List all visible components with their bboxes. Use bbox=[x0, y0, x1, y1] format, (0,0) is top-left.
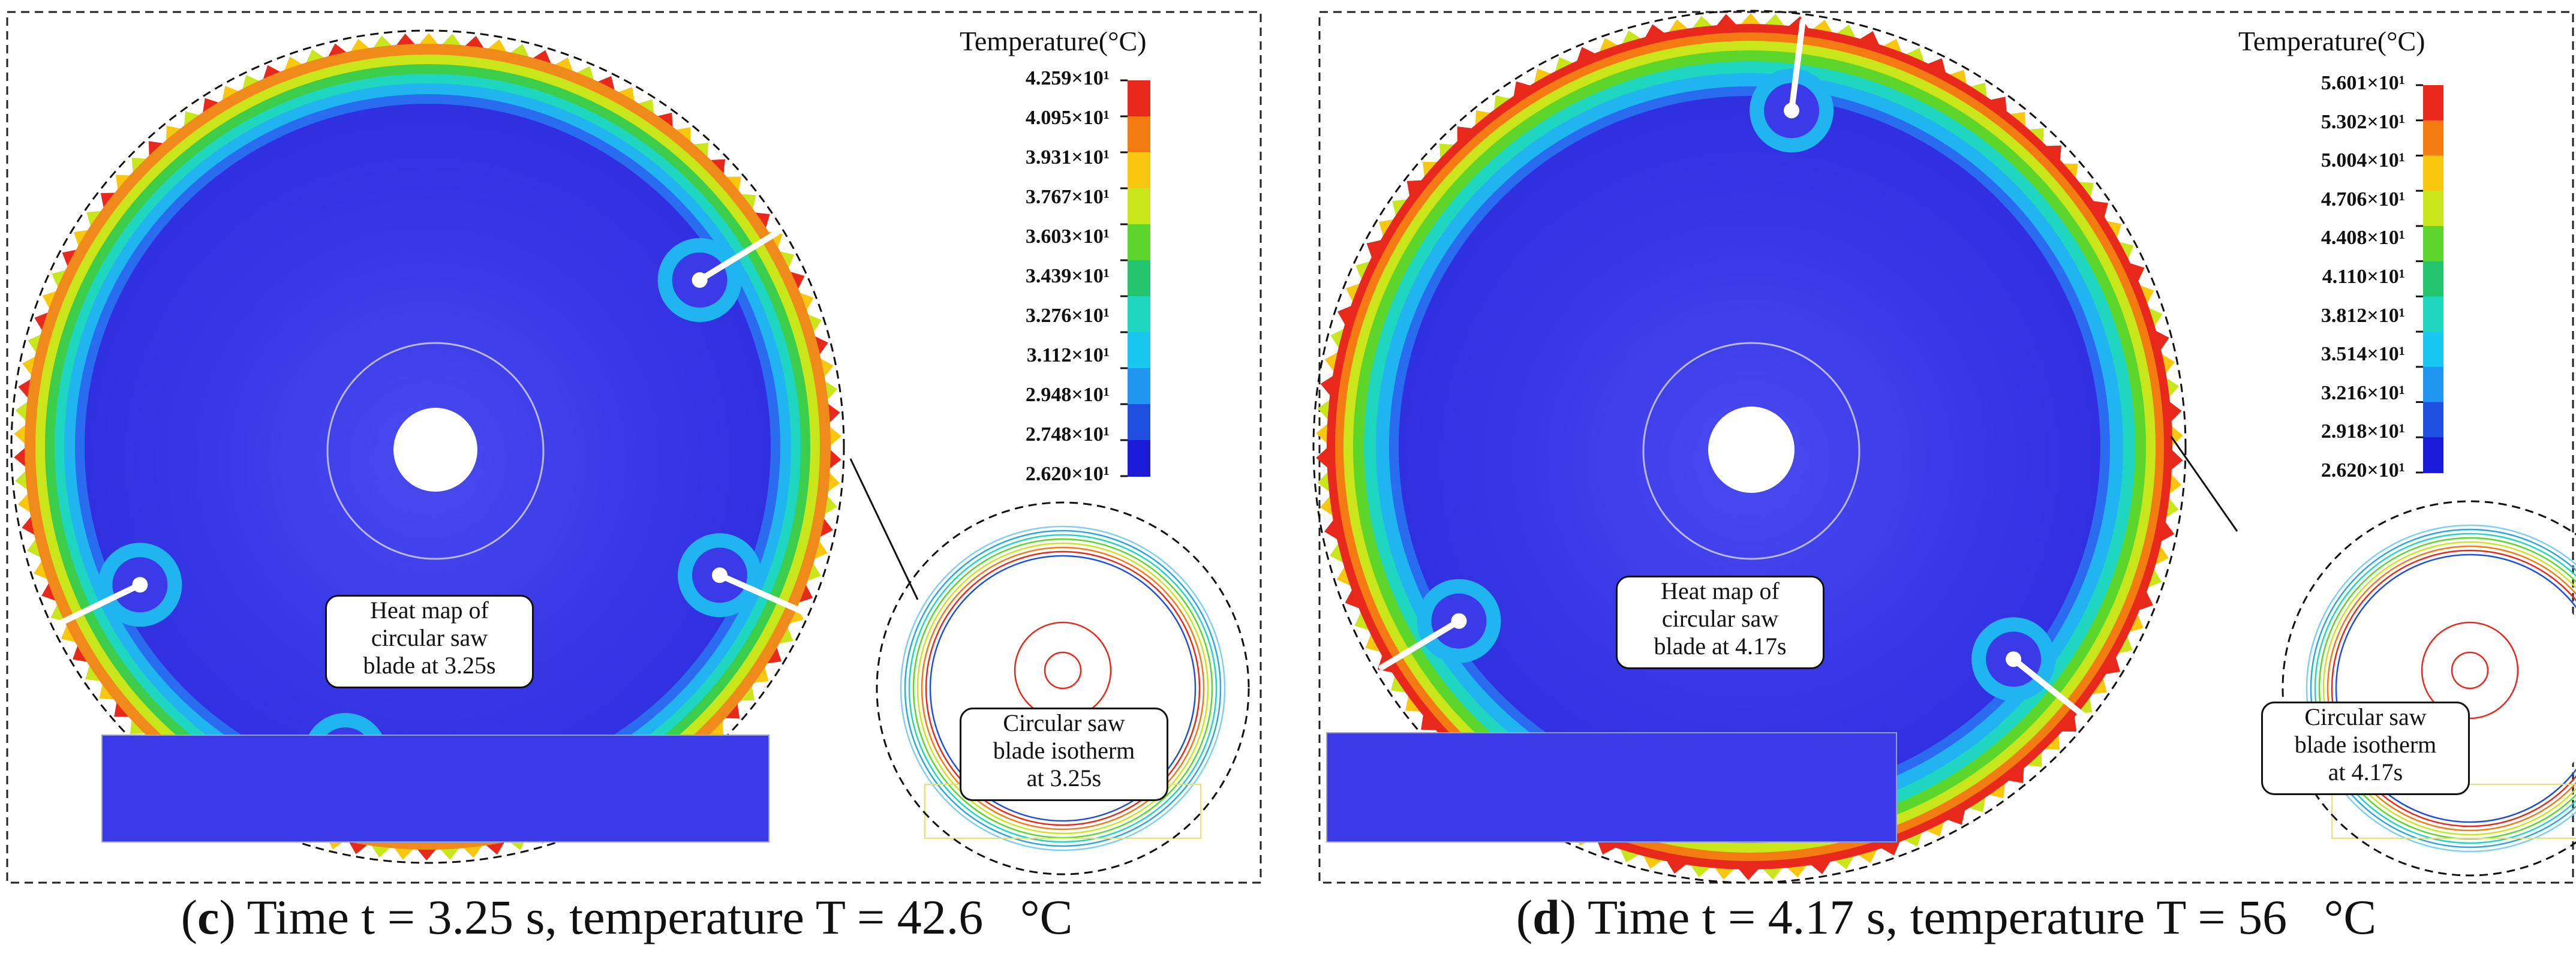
isotherm-c-6 bbox=[925, 550, 1201, 826]
isotherm-c-0 bbox=[900, 525, 1226, 851]
heatmap-label-c: Heat map of circular saw blade at 3.25s bbox=[325, 595, 534, 688]
isotherm-workpiece-d bbox=[2331, 784, 2576, 839]
expansion-slot-c-3 bbox=[696, 230, 780, 283]
legend-tick-c-2: 3.931×10¹ bbox=[1025, 146, 1110, 168]
legend-swatch-d-9 bbox=[2423, 402, 2443, 438]
isotherm-d-4 bbox=[2322, 541, 2576, 836]
blade-outline-d bbox=[1312, 10, 2187, 884]
legend-title-c: Temperature(°C) bbox=[960, 26, 1147, 56]
isotherm-label-c: Circular saw blade isotherm at 3.25s bbox=[960, 708, 1168, 801]
legend-tick-c-1: 4.095×10¹ bbox=[1025, 107, 1110, 129]
legend-tick-d-9: 2.918×10¹ bbox=[2320, 420, 2405, 443]
legend-tick-d-0: 5.601×10¹ bbox=[2320, 72, 2405, 94]
legend-swatch-d-1 bbox=[2423, 120, 2443, 157]
inset-connector-d bbox=[2170, 436, 2238, 532]
isotherm-c-7 bbox=[929, 555, 1197, 822]
legend-tick-c-9: 2.748×10¹ bbox=[1025, 423, 1110, 446]
arbor-hole-c bbox=[393, 408, 477, 492]
caption-d: (d) Time t = 4.17 s, temperature T = 56 … bbox=[1516, 890, 2377, 944]
isotherm-c-1 bbox=[904, 529, 1222, 847]
isotherm-c-2 bbox=[908, 534, 1218, 843]
blade-outline-c bbox=[10, 29, 845, 864]
legend-tick-d-2: 5.004×10¹ bbox=[2320, 149, 2405, 172]
inset-connector-c bbox=[849, 458, 919, 600]
legend-tick-c-6: 3.276×10¹ bbox=[1025, 305, 1110, 327]
panel-frame-c bbox=[6, 11, 1262, 884]
arbor-hole-d bbox=[1708, 407, 1795, 493]
legend-tick-c-3: 3.767×10¹ bbox=[1025, 186, 1110, 208]
isotherm-d-0 bbox=[2306, 524, 2576, 853]
legend-tick-c-5: 3.439×10¹ bbox=[1025, 265, 1110, 287]
legend-tick-d-3: 4.706×10¹ bbox=[2320, 188, 2405, 210]
isotherm-d-5 bbox=[2326, 545, 2576, 832]
caption-c: (c) Time t = 3.25 s, temperature T = 42.… bbox=[181, 890, 1073, 944]
legend-swatch-c-1 bbox=[1128, 116, 1150, 153]
legend-swatch-d-6 bbox=[2423, 296, 2443, 333]
legend-tick-d-6: 3.812×10¹ bbox=[2320, 304, 2405, 327]
heatmap-label-d: Heat map of circular saw blade at 4.17s bbox=[1616, 576, 1824, 669]
legend-swatch-c-8 bbox=[1128, 368, 1150, 405]
legend-swatch-d-3 bbox=[2423, 191, 2443, 227]
isotherm-c-5 bbox=[921, 546, 1205, 830]
legend-swatch-c-3 bbox=[1128, 188, 1150, 225]
legend-swatch-c-2 bbox=[1128, 152, 1150, 189]
legend-tick-d-10: 2.620×10¹ bbox=[2320, 459, 2405, 481]
legend-tick-c-0: 4.259×10¹ bbox=[1025, 67, 1110, 89]
isotherm-center-d bbox=[2421, 621, 2519, 720]
expansion-slot-d-0 bbox=[2010, 656, 2087, 719]
legend-swatch-c-10 bbox=[1128, 440, 1150, 477]
legend-swatch-d-0 bbox=[2423, 85, 2443, 121]
isotherm-d-1 bbox=[2310, 528, 2576, 848]
flange-circle-c bbox=[326, 342, 545, 560]
isotherm-d-6 bbox=[2331, 549, 2576, 827]
legend-swatch-d-4 bbox=[2423, 225, 2443, 262]
flange-circle-d bbox=[1642, 342, 1860, 560]
legend-swatch-c-6 bbox=[1128, 296, 1150, 333]
isotherm-label-d: Circular saw blade isotherm at 4.17s bbox=[2261, 702, 2470, 795]
panel-d bbox=[1312, 10, 2576, 884]
expansion-slot-d-2 bbox=[1378, 618, 1462, 670]
legend-swatch-d-8 bbox=[2423, 366, 2443, 403]
legend-title-d: Temperature(°C) bbox=[2238, 26, 2425, 56]
legend-swatch-d-10 bbox=[2423, 437, 2443, 473]
legend-swatch-d-5 bbox=[2423, 261, 2443, 297]
legend-tick-c-7: 3.112×10¹ bbox=[1026, 344, 1110, 366]
expansion-slot-c-2 bbox=[56, 582, 143, 627]
panel-frame-d bbox=[1318, 11, 2574, 884]
isotherm-d-2 bbox=[2314, 532, 2576, 844]
legend-tick-d-8: 3.216×10¹ bbox=[2320, 381, 2405, 404]
legend-tick-c-10: 2.620×10¹ bbox=[1025, 463, 1110, 485]
expansion-slot-c-0 bbox=[716, 572, 805, 615]
isotherm-outline-c bbox=[876, 501, 1250, 875]
legend-swatch-c-0 bbox=[1128, 80, 1150, 117]
legend-swatch-d-7 bbox=[2423, 332, 2443, 368]
legend-swatch-c-5 bbox=[1128, 260, 1150, 297]
legend-tick-c-8: 2.948×10¹ bbox=[1025, 384, 1110, 406]
expansion-slot-d-1 bbox=[1789, 18, 1806, 114]
legend-swatch-c-4 bbox=[1128, 224, 1150, 261]
workpiece-c bbox=[101, 735, 770, 842]
workpiece-d bbox=[1326, 732, 1897, 842]
legend-tick-d-7: 3.514×10¹ bbox=[2320, 343, 2405, 366]
legend-swatch-c-7 bbox=[1128, 332, 1150, 369]
legend-tick-d-5: 4.110×10¹ bbox=[2322, 266, 2405, 288]
isotherm-outline-d bbox=[2282, 500, 2576, 877]
legend-tick-d-4: 4.408×10¹ bbox=[2320, 227, 2405, 249]
legend-swatch-c-9 bbox=[1128, 404, 1150, 441]
legend-tick-d-1: 5.302×10¹ bbox=[2320, 110, 2405, 133]
legend-tick-c-4: 3.603×10¹ bbox=[1025, 225, 1110, 248]
isotherm-d-7 bbox=[2335, 553, 2576, 823]
isotherm-c-4 bbox=[916, 542, 1209, 835]
legend-swatch-d-2 bbox=[2423, 155, 2443, 192]
